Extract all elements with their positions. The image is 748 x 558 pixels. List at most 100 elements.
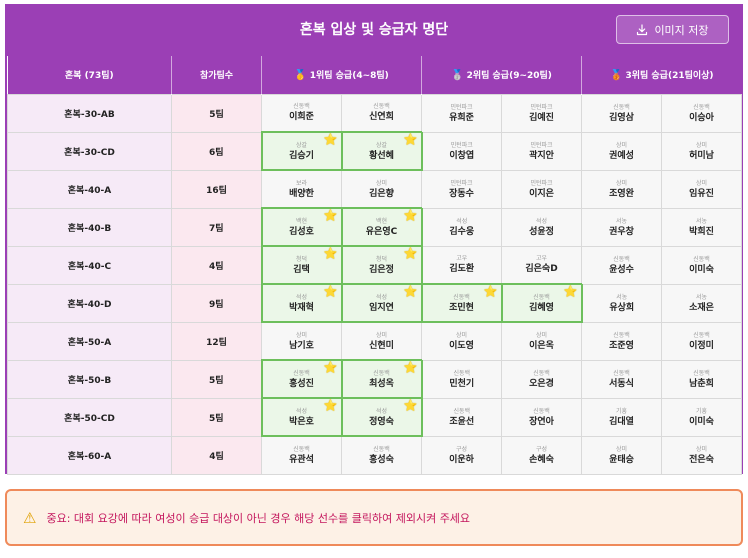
player-cell[interactable]: 구성 손혜숙 [501, 435, 583, 475]
player-cell[interactable]: 서농 유상희 [581, 283, 663, 323]
player-club: 서농 [615, 217, 628, 225]
player-cell[interactable]: 백현 유은영C ⭐ [340, 207, 423, 247]
player-cell[interactable]: 신동백 이정미 [661, 321, 743, 361]
player-club: 상미 [535, 331, 548, 339]
player-cell[interactable]: 상미 조영완 [581, 169, 663, 209]
player-cell[interactable]: 석성 정영숙 ⭐ [340, 397, 423, 437]
player-cell[interactable]: 신동백 홍성진 ⭐ [260, 359, 343, 399]
player-name: 허미남 [689, 150, 714, 161]
player-cell[interactable]: 백현 김성호 ⭐ [260, 207, 343, 247]
group-name-cell: 혼복-30-AB [7, 93, 172, 133]
player-name: 박재혁 [289, 302, 314, 313]
player-name: 이도영 [449, 340, 474, 351]
player-name: 박은호 [289, 416, 314, 427]
player-cell[interactable]: 신동백 이희준 [261, 93, 342, 133]
player-cell[interactable]: 서농 박희진 [661, 207, 743, 247]
player-name: 유상희 [609, 302, 635, 313]
player-club: 기흥 [695, 407, 708, 415]
player-cell[interactable]: 민턴파크 이지은 [501, 169, 583, 209]
player-cell[interactable]: 상미 남기호 [261, 321, 342, 361]
player-cell[interactable]: 민턴파크 김예진 [501, 93, 583, 133]
player-cell[interactable]: 상갈 황선혜 ⭐ [340, 131, 423, 171]
player-cell[interactable]: 서농 소재은 [661, 283, 743, 323]
player-cell[interactable]: 상미 권예성 [581, 131, 663, 171]
player-cell[interactable]: 청덕 김은정 ⭐ [340, 245, 423, 285]
player-cell[interactable]: 신동백 민천기 [421, 359, 503, 399]
team-count-cell: 4팀 [171, 435, 262, 475]
group-name-cell: 혼복-30-CD [7, 131, 172, 171]
player-club: 신동백 [693, 331, 710, 339]
player-cell[interactable]: 민턴파크 곽지안 [501, 131, 583, 171]
player-cell[interactable]: 신동백 김혜영 ⭐ [500, 283, 583, 323]
player-cell[interactable]: 신동백 김영삼 [581, 93, 663, 133]
star-icon: ⭐ [403, 399, 418, 412]
player-cell[interactable]: 신동백 장연아 [501, 397, 583, 437]
player-name: 신현미 [369, 340, 394, 351]
player-cell[interactable]: 구성 이운하 [421, 435, 503, 475]
player-cell[interactable]: 민턴파크 장동수 [421, 169, 503, 209]
group-name-cell: 혼복-60-A [7, 435, 172, 475]
player-cell[interactable]: 상미 이은옥 [501, 321, 583, 361]
player-club: 상미 [615, 179, 628, 187]
player-cell[interactable]: 상갈 김승기 ⭐ [260, 131, 343, 171]
player-cell[interactable]: 석성 박재혁 ⭐ [260, 283, 343, 323]
player-cell[interactable]: 청덕 김택 ⭐ [260, 245, 343, 285]
player-cell[interactable]: 상미 김은향 [340, 169, 423, 209]
player-cell[interactable]: 기흥 이미숙 [661, 397, 743, 437]
player-cell[interactable]: 석성 임지연 ⭐ [340, 283, 423, 323]
player-cell[interactable]: 석성 박은호 ⭐ [260, 397, 343, 437]
player-club: 신동백 [293, 103, 310, 111]
player-cell[interactable]: 신동백 남춘희 [661, 359, 743, 399]
player-cell[interactable]: 민턴파크 이창엽 [421, 131, 503, 171]
player-cell[interactable]: 서농 권우창 [581, 207, 663, 247]
player-cell[interactable]: 신동백 이승아 [661, 93, 743, 133]
star-icon: ⭐ [563, 285, 578, 298]
player-club: 구성 [535, 445, 548, 453]
player-club: 신동백 [693, 369, 710, 377]
group-column-header: 혼복 (73팀) [7, 56, 172, 94]
player-cell[interactable]: 상미 이도영 [421, 321, 503, 361]
group-name-cell: 혼복-50-CD [7, 397, 172, 437]
player-cell[interactable]: 신동백 오은경 [501, 359, 583, 399]
player-cell[interactable]: 상미 윤태승 [581, 435, 663, 475]
player-name: 김대열 [609, 416, 634, 427]
save-image-button[interactable]: 이미지 저장 [616, 15, 729, 44]
player-cell[interactable]: 상미 허미남 [661, 131, 743, 171]
player-cell[interactable]: 민턴파크 유희준 [421, 93, 503, 133]
player-cell[interactable]: 신동백 윤성수 [581, 245, 663, 285]
player-cell[interactable]: 상미 임유진 [661, 169, 743, 209]
player-cell[interactable]: 상미 전은숙 [661, 435, 743, 475]
player-cell[interactable]: 석성 김수웅 [421, 207, 503, 247]
player-name: 남기호 [289, 340, 314, 351]
player-name: 김택 [293, 264, 310, 275]
player-cell[interactable]: 고우 김도환 [421, 245, 503, 285]
player-club: 상미 [695, 141, 708, 149]
player-name: 윤성수 [609, 264, 634, 275]
player-club: 신동백 [613, 369, 630, 377]
player-club: 보라 [295, 179, 308, 187]
player-name: 홍성진 [289, 378, 314, 389]
player-cell[interactable]: 상미 신현미 [340, 321, 423, 361]
player-cell[interactable]: 신동백 조준영 [581, 321, 663, 361]
player-cell[interactable]: 보라 배양한 [261, 169, 342, 209]
player-cell[interactable]: 기흥 김대열 [581, 397, 663, 437]
player-cell[interactable]: 신동백 조윤선 [421, 397, 503, 437]
player-club: 석성 [535, 217, 548, 225]
player-cell[interactable]: 고우 김은숙D [501, 245, 583, 285]
player-club: 신동백 [373, 445, 390, 453]
player-cell[interactable]: 신동백 홍성숙 [340, 435, 423, 475]
player-club: 신동백 [453, 293, 470, 301]
player-cell[interactable]: 신동백 유관석 [261, 435, 342, 475]
player-name: 손혜숙 [529, 454, 554, 465]
player-cell[interactable]: 신동백 조민현 ⭐ [420, 283, 503, 323]
player-cell[interactable]: 신동백 최성옥 ⭐ [340, 359, 423, 399]
tier1-column-header: 🥇 1위팀 승급(4~8팀) [260, 56, 422, 94]
gold-medal-icon: 🥇 [294, 70, 307, 82]
player-cell[interactable]: 석성 성윤정 [501, 207, 583, 247]
player-cell[interactable]: 신동백 이미숙 [661, 245, 743, 285]
player-cell[interactable]: 신동백 신연희 [340, 93, 423, 133]
group-name-cell: 혼복-50-A [7, 321, 172, 361]
player-club: 상미 [295, 331, 308, 339]
player-cell[interactable]: 신동백 서동식 [581, 359, 663, 399]
player-name: 조준영 [609, 340, 634, 351]
